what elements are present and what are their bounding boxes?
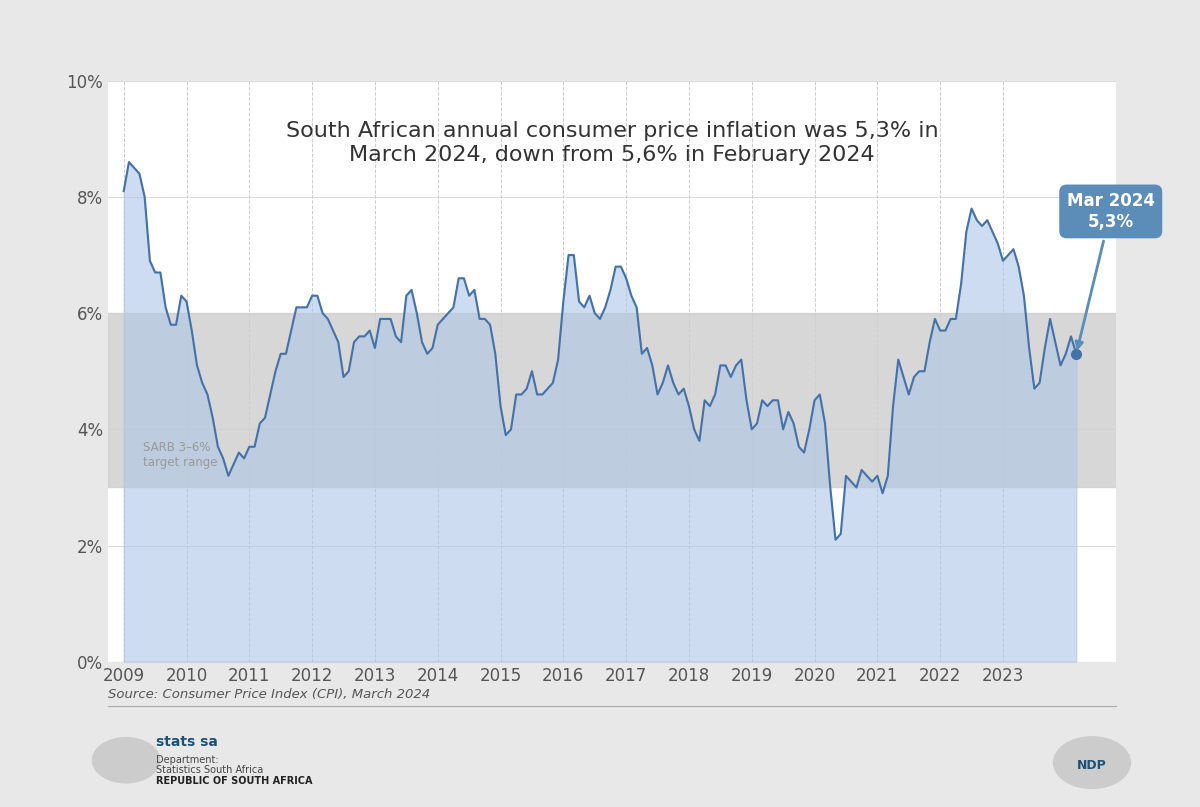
- Text: REPUBLIC OF SOUTH AFRICA: REPUBLIC OF SOUTH AFRICA: [156, 776, 312, 785]
- Text: SARB 3–6%
target range: SARB 3–6% target range: [143, 441, 217, 470]
- Text: stats sa: stats sa: [156, 735, 218, 750]
- Text: NDP: NDP: [1078, 759, 1106, 772]
- Text: Department:: Department:: [156, 755, 218, 764]
- Text: Mar 2024
5,3%: Mar 2024 5,3%: [1067, 192, 1154, 348]
- Bar: [108, 313, 1116, 487]
- Text: South African annual consumer price inflation was 5,3% in
March 2024, down from : South African annual consumer price infl…: [286, 121, 938, 165]
- Text: Source: Consumer Price Index (CPI), March 2024: Source: Consumer Price Index (CPI), Marc…: [108, 688, 430, 701]
- Text: Statistics South Africa: Statistics South Africa: [156, 765, 263, 775]
